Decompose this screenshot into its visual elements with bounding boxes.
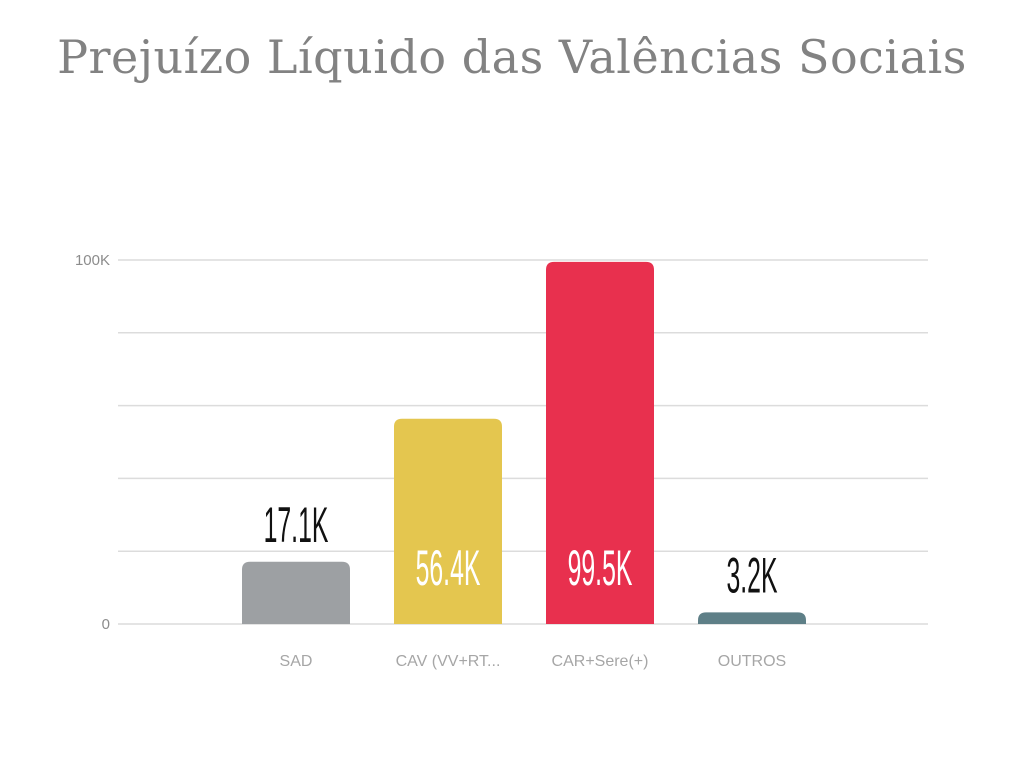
bar-1 xyxy=(242,561,350,624)
bar-3 xyxy=(546,261,654,624)
y-tick-label: 100K xyxy=(75,252,110,269)
x-tick-label: OUTROS xyxy=(718,653,786,670)
bar-2 xyxy=(394,418,502,624)
data-label: 3.2K xyxy=(726,548,777,604)
x-tick-label: CAR+Sere(+) xyxy=(552,653,649,670)
y-tick-label: 0 xyxy=(102,616,110,633)
chart-title: Prejuízo Líquido das Valências Sociais xyxy=(57,30,967,84)
data-label: 99.5K xyxy=(568,541,633,597)
data-label: 17.1K xyxy=(264,497,329,553)
bar-4 xyxy=(698,612,806,624)
data-label: 56.4K xyxy=(416,541,481,597)
x-tick-label: CAV (VV+RT... xyxy=(396,653,501,670)
x-tick-label: SAD xyxy=(280,653,313,670)
